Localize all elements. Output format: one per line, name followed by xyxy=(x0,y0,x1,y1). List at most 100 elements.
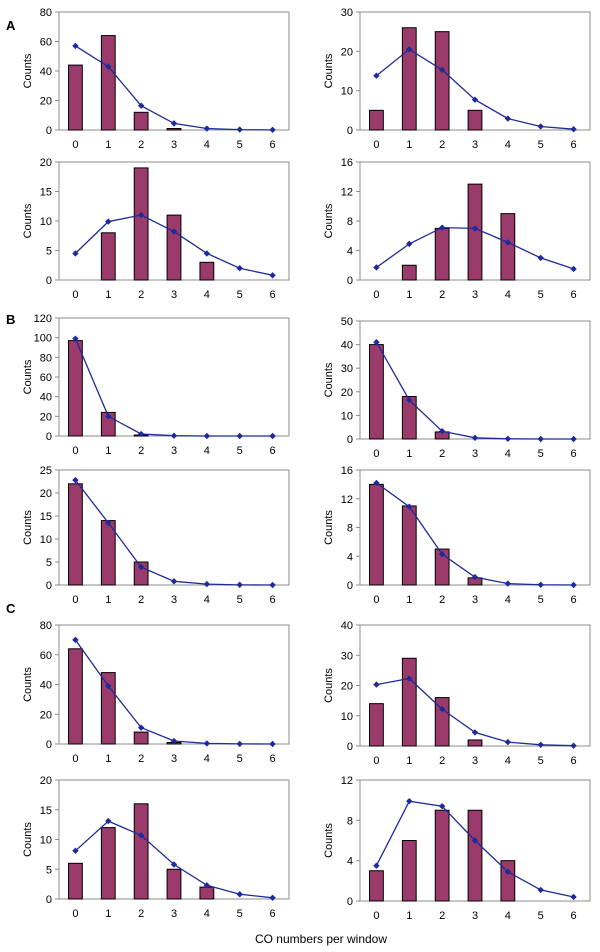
y-axis-label: Counts xyxy=(323,510,335,545)
y-tick-label: 40 xyxy=(40,680,52,692)
fit-point xyxy=(406,396,413,404)
fit-point xyxy=(504,435,512,442)
x-tick-label: 4 xyxy=(505,910,511,922)
fit-point xyxy=(537,123,544,130)
x-tick-label: 2 xyxy=(138,908,144,920)
chart-2: 0 10 20 30 Counts 0 1 2 3 4 5 6 xyxy=(323,7,591,151)
bar xyxy=(100,232,116,281)
x-tick-label: 1 xyxy=(406,910,412,922)
x-tick-label: 1 xyxy=(105,753,111,765)
y-axis-label: Counts xyxy=(22,510,34,545)
y-axis-label: Counts xyxy=(22,359,34,394)
x-tick-label: 3 xyxy=(171,908,177,920)
y-tick-label: 16 xyxy=(341,157,353,169)
fit-point xyxy=(471,96,479,103)
fit-point xyxy=(406,797,413,805)
x-tick-label: 2 xyxy=(138,289,144,301)
x-tick-label: 6 xyxy=(270,753,276,765)
x-tick-label: 3 xyxy=(472,594,478,606)
x-tick-label: 2 xyxy=(138,139,144,151)
y-axis-label: Counts xyxy=(323,362,335,397)
fit-point xyxy=(406,675,413,682)
y-tick-label: 8 xyxy=(347,523,353,535)
x-tick-label: 3 xyxy=(472,139,478,151)
x-tick-label: 3 xyxy=(171,594,177,606)
y-tick-label: 60 xyxy=(40,372,52,384)
fit-point xyxy=(72,335,79,342)
bar xyxy=(369,483,384,586)
x-tick-label: 5 xyxy=(237,139,243,151)
x-tick-label: 2 xyxy=(138,594,144,606)
fit-point xyxy=(373,479,380,487)
x-tick-label: 0 xyxy=(72,445,78,457)
x-tick-label: 3 xyxy=(171,289,177,301)
fit-point xyxy=(203,432,211,440)
x-tick-label: 0 xyxy=(72,139,78,151)
bar xyxy=(401,840,417,902)
x-tick-label: 0 xyxy=(373,755,379,767)
fit-point xyxy=(236,126,243,133)
x-tick-label: 4 xyxy=(204,594,210,606)
y-tick-label: 40 xyxy=(341,620,353,632)
bar xyxy=(199,261,215,281)
bar xyxy=(133,167,149,281)
fit-point xyxy=(269,740,276,748)
x-tick-label: 6 xyxy=(571,448,577,460)
fit-point xyxy=(537,741,544,748)
plot-frame xyxy=(58,469,290,586)
bar xyxy=(434,227,450,281)
fit-point xyxy=(105,817,112,825)
x-tick-label: 1 xyxy=(105,594,111,606)
fit-point xyxy=(570,435,577,443)
x-tick-label: 5 xyxy=(538,448,544,460)
fit-point xyxy=(471,573,479,581)
y-tick-label: 30 xyxy=(341,650,353,662)
bar xyxy=(166,128,182,131)
fit-point xyxy=(570,893,577,901)
x-tick-label: 0 xyxy=(373,289,379,301)
fit-point xyxy=(137,430,145,438)
fit-point xyxy=(537,886,544,894)
plot-frame xyxy=(359,469,591,586)
bar xyxy=(369,703,384,747)
fit-point xyxy=(105,682,112,690)
y-tick-label: 120 xyxy=(34,313,52,325)
y-tick-label: 12 xyxy=(341,775,353,787)
x-tick-label: 4 xyxy=(505,594,511,606)
y-tick-label: 20 xyxy=(40,488,52,500)
y-tick-label: 40 xyxy=(341,340,353,352)
fit-point xyxy=(203,125,211,132)
y-tick-label: 8 xyxy=(347,216,353,228)
y-tick-label: 8 xyxy=(347,815,353,827)
x-tick-label: 1 xyxy=(105,445,111,457)
bar xyxy=(68,483,83,586)
x-tick-label: 3 xyxy=(171,753,177,765)
fit-point xyxy=(269,894,276,902)
x-tick-label: 4 xyxy=(505,448,511,460)
bar xyxy=(100,35,116,131)
y-tick-label: 50 xyxy=(341,316,353,328)
plot-frame xyxy=(58,624,290,745)
y-tick-label: 0 xyxy=(46,894,52,906)
y-tick-label: 10 xyxy=(40,534,52,546)
y-axis-label: Counts xyxy=(22,822,34,857)
fit-point xyxy=(406,46,413,53)
y-tick-label: 80 xyxy=(40,352,52,364)
fit-point xyxy=(236,891,243,898)
x-tick-label: 1 xyxy=(406,448,412,460)
fit-point xyxy=(105,218,112,225)
bar xyxy=(133,731,149,745)
fit-point xyxy=(203,580,211,588)
x-tick-label: 6 xyxy=(571,910,577,922)
fit-point xyxy=(236,740,243,748)
chart-10: 0 10 20 30 40 Counts 0 1 2 3 4 5 6 xyxy=(323,620,591,767)
panel-label-c: C xyxy=(6,601,16,616)
x-tick-label: 3 xyxy=(472,910,478,922)
x-tick-label: 6 xyxy=(571,289,577,301)
y-tick-label: 5 xyxy=(46,557,52,569)
x-tick-label: 4 xyxy=(204,139,210,151)
x-tick-label: 5 xyxy=(538,289,544,301)
bar xyxy=(100,827,116,900)
bar xyxy=(500,860,516,902)
